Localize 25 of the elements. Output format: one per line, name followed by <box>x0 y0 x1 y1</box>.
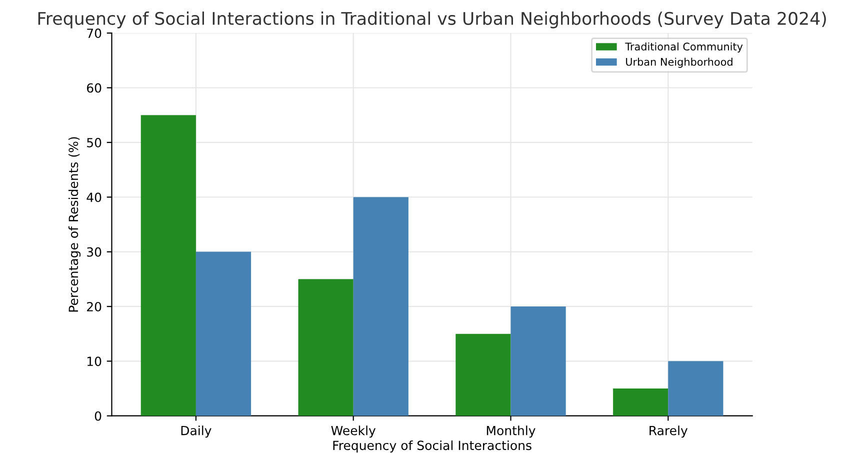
y-tick-label: 50 <box>87 138 102 148</box>
y-tick-label: 70 <box>87 28 102 38</box>
y-tick-label: 60 <box>86 83 102 93</box>
bar <box>353 197 408 416</box>
bar <box>196 252 252 416</box>
bar <box>668 361 724 416</box>
y-axis-title: Percentage of Residents (%) <box>68 137 81 312</box>
y-tick-label: 30 <box>87 247 102 257</box>
bar <box>510 306 566 416</box>
bar <box>140 115 196 416</box>
legend-label: Traditional Community <box>625 42 743 53</box>
bar <box>613 388 668 416</box>
y-tick-label: 40 <box>86 192 102 202</box>
bar <box>298 279 354 416</box>
legend-label: Urban Neighborhood <box>626 58 732 68</box>
chart-title: Frequency of Social Interactions in Traditional vs Urban Neighborhoods (Survey Data 2024) <box>38 12 826 28</box>
x-tick-label: Monthly <box>486 426 536 438</box>
x-axis-title: Frequency of Social Interactions <box>333 440 532 453</box>
y-tick-label: 0 <box>94 411 102 421</box>
bar <box>456 334 511 416</box>
x-tick-label: Daily <box>181 426 212 438</box>
x-tick-label: Weekly <box>331 426 376 438</box>
x-tick-label: Rarely <box>650 426 688 438</box>
y-tick-label: 20 <box>87 302 102 312</box>
y-tick-label: 10 <box>87 356 102 366</box>
